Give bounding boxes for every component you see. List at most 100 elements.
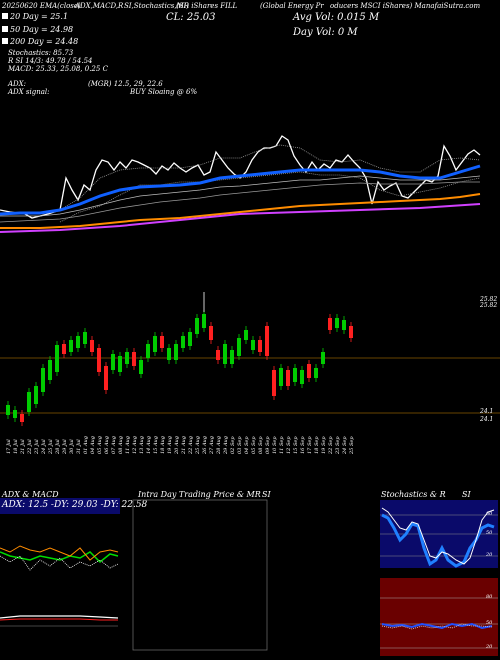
candle-body xyxy=(293,368,297,382)
date-label: 07 Aug xyxy=(111,436,117,454)
candle-body xyxy=(286,370,290,386)
date-label: 01 Aug xyxy=(83,436,89,454)
adx-panel-title: ADX & MACD xyxy=(2,490,59,499)
date-label: 19 Sep xyxy=(321,436,327,454)
date-label: 04 Aug xyxy=(90,436,96,454)
date-label: 10 Sep xyxy=(272,436,278,454)
date-label: 25 Jul xyxy=(48,439,54,454)
candle-body xyxy=(237,338,241,356)
date-label: 13 Aug xyxy=(139,436,145,454)
date-label: 24 Jul xyxy=(41,439,47,454)
header-subtitle1: (Global Energy Pr xyxy=(260,2,324,10)
close-price-label: CL: 25.03 xyxy=(166,12,216,23)
candle-body xyxy=(202,314,206,328)
ema50-line xyxy=(0,193,481,229)
date-label: 22 Sep xyxy=(328,436,334,454)
price-label-4: 24.1 xyxy=(480,416,494,423)
header-title: (SI) iShares FILL xyxy=(176,2,238,10)
ema20-swatch xyxy=(2,13,8,19)
intraday-panel-si: SI xyxy=(262,490,271,499)
date-label: 05 Sep xyxy=(251,436,257,454)
candle-body xyxy=(321,352,325,364)
date-label: 08 Aug xyxy=(118,436,124,454)
rsi-box xyxy=(380,578,498,656)
bollinger-lower-line xyxy=(59,171,481,223)
candle-body xyxy=(90,340,94,352)
candle-body xyxy=(118,356,122,372)
date-label: 11 Aug xyxy=(125,436,131,454)
stoch-level-50: 50 xyxy=(486,530,493,536)
date-label: 15 Sep xyxy=(293,436,299,454)
legend-adx: ADX: xyxy=(8,80,27,88)
date-label: 12 Aug xyxy=(132,436,138,454)
adx-minus-line xyxy=(0,545,119,561)
macd-line xyxy=(0,615,119,619)
candle-body xyxy=(181,336,185,348)
candle-body xyxy=(216,350,220,360)
candle-body xyxy=(272,370,276,396)
date-label: 21 Jul xyxy=(20,439,26,454)
header-si: SI,Stochastics,MR xyxy=(124,2,190,10)
legend-ema50: 50 Day = 24.98 xyxy=(2,25,73,34)
candle-body xyxy=(335,318,339,328)
header-subtitle2: oducers MSCI iShares) ManafaiSutra.com xyxy=(330,2,481,10)
date-label: 28 Aug xyxy=(216,436,222,454)
candle-body xyxy=(160,336,164,348)
date-label: 27 Aug xyxy=(209,436,215,454)
legend-rsi: R SI 14/3: 49.78 / 54.54 xyxy=(8,57,93,65)
candles xyxy=(6,292,353,426)
candle-body xyxy=(265,326,269,356)
candle-body xyxy=(251,340,255,350)
legend-ema200: 200 Day = 24.48 xyxy=(2,37,78,46)
bollinger-upper-line xyxy=(59,144,481,211)
date-label: 24 Sep xyxy=(342,436,348,454)
date-label: 02 Sep xyxy=(230,436,236,454)
candle-body xyxy=(6,405,10,415)
candle-body xyxy=(244,330,248,340)
stochastics-box xyxy=(380,500,498,568)
date-label: 31 Jul xyxy=(76,439,82,454)
price-label-3: 24.1 xyxy=(480,408,494,415)
date-label: 05 Aug xyxy=(97,436,103,454)
candle-body xyxy=(209,326,213,340)
date-label: 14 Aug xyxy=(146,436,152,454)
ema50-swatch xyxy=(2,26,8,32)
candle-body xyxy=(167,348,171,360)
candle-body xyxy=(41,368,45,392)
candle-body xyxy=(13,410,17,418)
candle-body xyxy=(300,370,304,384)
date-label: 18 Jul xyxy=(13,439,19,454)
adx-line xyxy=(0,555,119,571)
candle-body xyxy=(146,344,150,358)
legend-adx-signal: ADX signal: xyxy=(8,88,50,96)
candle-body xyxy=(20,414,24,422)
date-label: 29 Aug xyxy=(223,436,229,454)
adx-plus-line xyxy=(0,551,119,564)
date-label: 29 Jul xyxy=(62,439,68,454)
price-label-2: 25.82 xyxy=(480,302,498,309)
date-label: 03 Sep xyxy=(237,436,243,454)
candle-body xyxy=(69,340,73,352)
date-label: 26 Aug xyxy=(202,436,208,454)
ema20-line xyxy=(0,164,481,216)
date-label: 04 Sep xyxy=(244,436,250,454)
stoch-level-20: 20 xyxy=(486,552,493,558)
ema200-swatch xyxy=(2,38,8,44)
date-label: 25 Sep xyxy=(349,436,355,454)
candle-body xyxy=(188,332,192,346)
price-line xyxy=(0,135,481,219)
intraday-panel-title: Intra Day Trading Price & MR xyxy=(138,490,261,499)
legend-macd: MACD: 25.33, 25.08, 0.25 C xyxy=(8,65,108,73)
ema20-text: 20 Day = 25.1 xyxy=(10,12,69,21)
candle-body xyxy=(342,320,346,330)
date-label: 20 Aug xyxy=(174,436,180,454)
candle-body xyxy=(48,360,52,380)
date-label: 28 Jul xyxy=(55,439,61,454)
date-label: 23 Sep xyxy=(335,436,341,454)
candle-body xyxy=(279,368,283,386)
date-label: 09 Sep xyxy=(265,436,271,454)
macd-signal-line xyxy=(0,618,118,621)
date-label: 12 Sep xyxy=(286,436,292,454)
legend-ema20: 20 Day = 25.1 xyxy=(2,12,68,21)
candle-body xyxy=(314,368,318,378)
